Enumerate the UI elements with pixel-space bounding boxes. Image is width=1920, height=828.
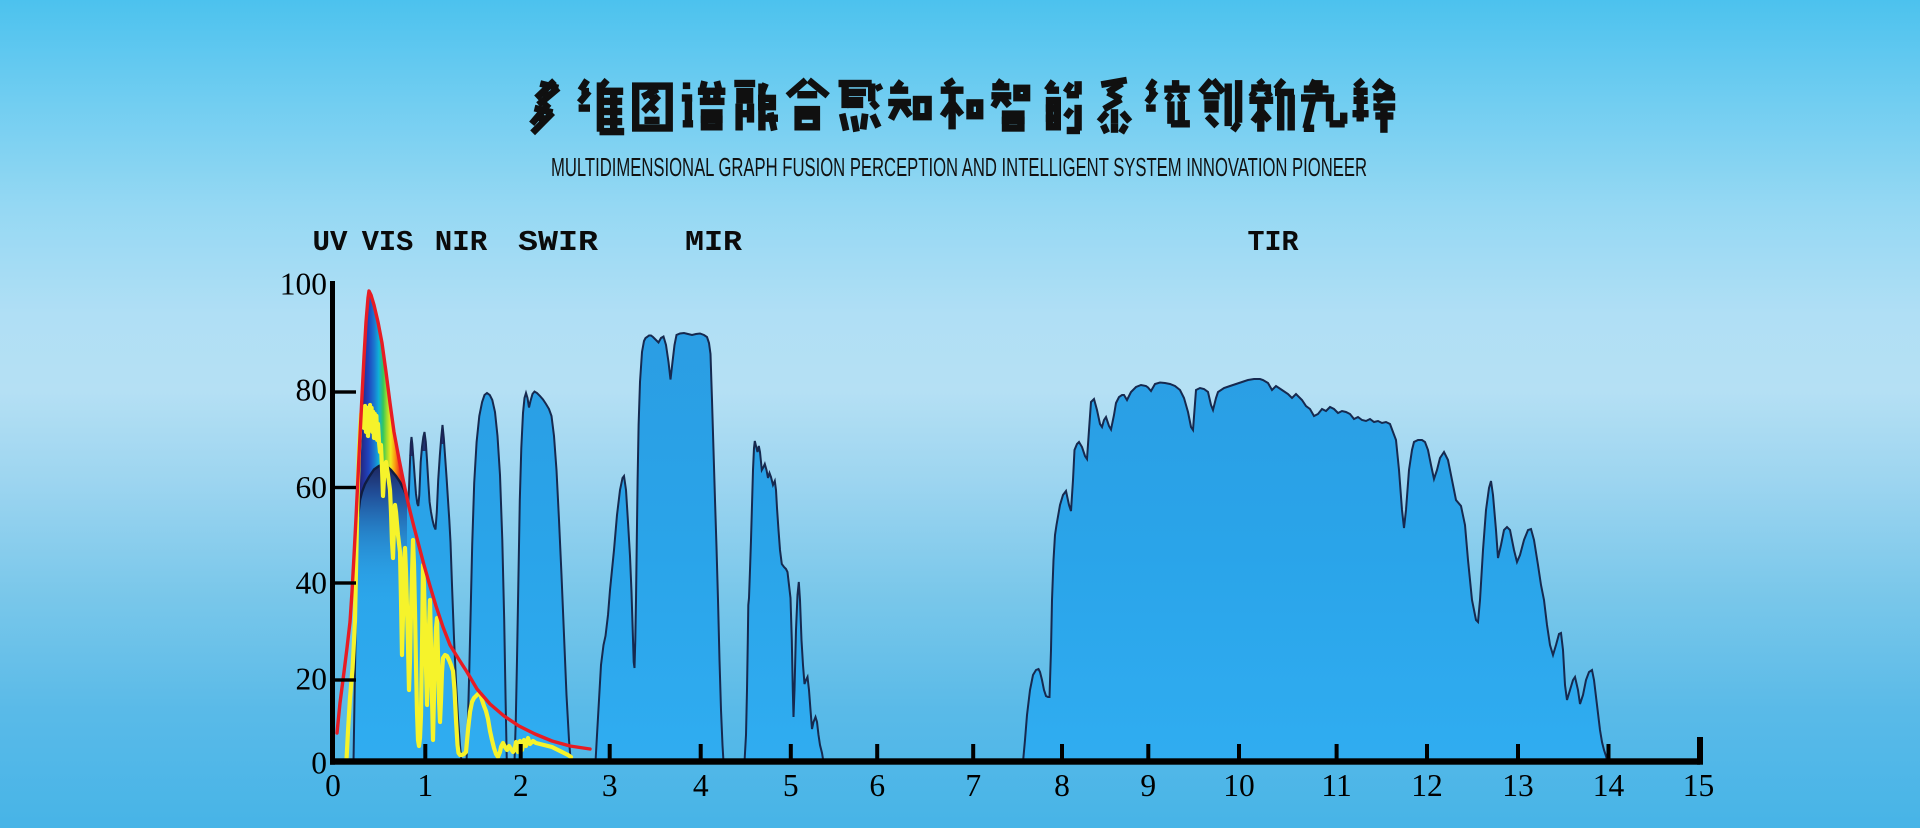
svg-text:6: 6 [869, 768, 885, 803]
svg-text:15: 15 [1683, 768, 1715, 803]
svg-text:2: 2 [513, 768, 529, 803]
svg-text:NIR: NIR [435, 226, 488, 259]
svg-text:MULTIDIMENSIONAL GRAPH FUSION: MULTIDIMENSIONAL GRAPH FUSION PERCEPTION… [551, 152, 1367, 182]
svg-text:TIR: TIR [1248, 226, 1300, 259]
svg-text:14: 14 [1593, 768, 1625, 803]
svg-text:100: 100 [280, 267, 327, 302]
svg-text:5: 5 [783, 768, 799, 803]
svg-text:0: 0 [325, 768, 341, 803]
svg-text:1: 1 [417, 768, 433, 803]
svg-text:0: 0 [311, 746, 327, 781]
svg-text:MIR: MIR [685, 226, 743, 259]
svg-text:11: 11 [1321, 768, 1351, 803]
svg-text:40: 40 [296, 566, 328, 601]
svg-text:4: 4 [693, 768, 709, 803]
svg-text:60: 60 [296, 470, 328, 505]
svg-text:VIS: VIS [362, 226, 414, 259]
svg-text:20: 20 [296, 662, 328, 697]
svg-text:12: 12 [1411, 768, 1443, 803]
svg-text:SWIR: SWIR [518, 226, 599, 259]
svg-text:80: 80 [296, 373, 328, 408]
svg-text:8: 8 [1054, 768, 1070, 803]
svg-text:9: 9 [1140, 768, 1156, 803]
svg-text:10: 10 [1223, 768, 1255, 803]
svg-text:7: 7 [965, 768, 981, 803]
svg-text:UV: UV [313, 226, 349, 259]
svg-text:13: 13 [1502, 768, 1534, 803]
svg-text:3: 3 [602, 768, 618, 803]
